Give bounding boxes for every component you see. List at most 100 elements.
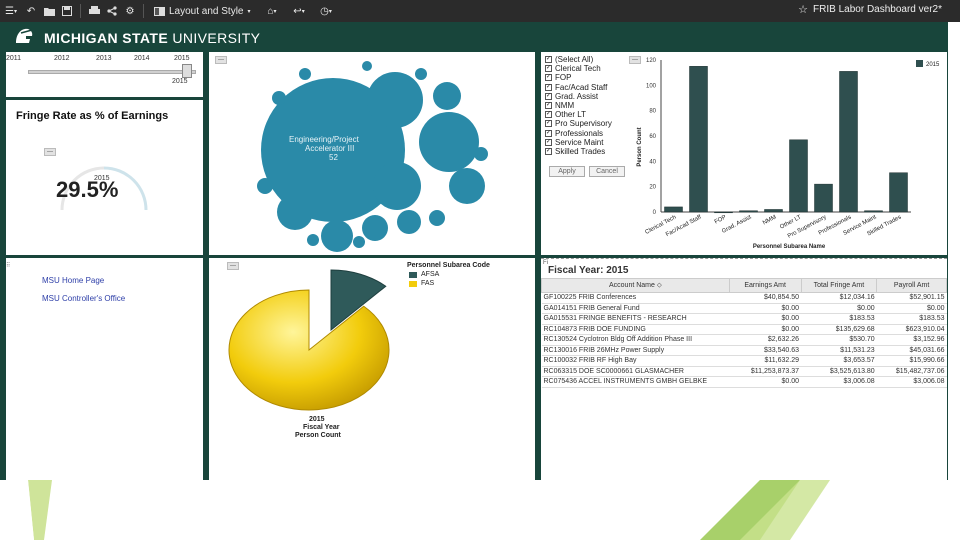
collapse-button[interactable]: — bbox=[227, 262, 239, 270]
table-row[interactable]: RC100032 FRIB RF High Bay $11,632.29 $3,65… bbox=[541, 355, 947, 367]
checkbox[interactable]: ✓ bbox=[545, 148, 552, 155]
bubble[interactable] bbox=[367, 72, 423, 128]
checkbox[interactable]: ✓ bbox=[545, 65, 552, 73]
cell-fringe: $0.00 bbox=[801, 303, 877, 314]
bar[interactable] bbox=[689, 66, 708, 213]
clock-icon[interactable]: ◷ ▾ bbox=[320, 5, 332, 17]
checkbox[interactable]: ✓ bbox=[545, 129, 552, 137]
bubble[interactable] bbox=[307, 234, 319, 246]
save-icon[interactable] bbox=[58, 0, 76, 22]
filter-option-label: (Select All) bbox=[555, 55, 594, 64]
pie-legend-fas: FAS bbox=[421, 280, 435, 287]
col-payroll[interactable]: Payroll Amt bbox=[876, 278, 947, 293]
bar[interactable] bbox=[814, 183, 833, 213]
bubble[interactable] bbox=[415, 68, 427, 80]
table-row[interactable]: GA014151 FRIB General Fund $0.00 $0.00 $0.0… bbox=[541, 303, 947, 314]
bubble-main-label: Engineering/Project bbox=[289, 135, 359, 144]
y-tick-label: 120 bbox=[646, 58, 657, 64]
bubble[interactable] bbox=[257, 178, 273, 194]
year-slider-handle[interactable] bbox=[182, 64, 192, 78]
filter-option[interactable]: ✓ Service Maint bbox=[545, 138, 603, 147]
collapse-button[interactable]: — bbox=[629, 56, 641, 64]
share-icon[interactable] bbox=[103, 0, 121, 22]
filter-option[interactable]: ✓ Clerical Tech bbox=[545, 64, 601, 73]
checkbox[interactable]: ✓ bbox=[545, 138, 552, 146]
bubble[interactable] bbox=[429, 210, 445, 226]
collapse-button[interactable]: — bbox=[215, 56, 227, 64]
checkbox[interactable]: ✓ bbox=[545, 120, 552, 128]
bubble[interactable] bbox=[272, 91, 286, 105]
bar[interactable] bbox=[789, 139, 808, 213]
bar[interactable] bbox=[839, 71, 858, 213]
filter-option[interactable]: ✓ Fac/Acad Staff bbox=[545, 83, 607, 92]
link-controllers-office[interactable]: MSU Controller's Office bbox=[42, 294, 126, 303]
table-row[interactable]: RC130016 FRIB 26MHz Power Supply $33,540.… bbox=[541, 345, 947, 356]
bar[interactable] bbox=[889, 172, 908, 213]
table-row[interactable]: GF100225 FRIB Conferences $40,854.50 $12,0… bbox=[541, 292, 947, 304]
bubble[interactable] bbox=[449, 168, 485, 204]
table-row[interactable]: GA015531 FRINGE BENEFITS - RESEARCH $0.00… bbox=[541, 313, 947, 325]
apply-button[interactable]: Apply bbox=[549, 166, 585, 177]
filter-option-label: Grad. Assist bbox=[555, 91, 599, 101]
col-fringe[interactable]: Total Fringe Amt bbox=[800, 278, 878, 293]
bubble[interactable] bbox=[362, 215, 388, 241]
settings-icon[interactable]: ⚙ bbox=[125, 5, 135, 17]
pie-slice-fas[interactable] bbox=[228, 289, 390, 411]
bar[interactable] bbox=[739, 210, 758, 213]
university-name[interactable]: MICHIGAN STATE UNIVERSITY bbox=[44, 30, 260, 46]
back-icon[interactable]: ↩ ▾ bbox=[293, 5, 305, 17]
filter-option[interactable]: ✓ Other LT bbox=[545, 110, 586, 119]
filter-option[interactable]: ✓ FOP bbox=[545, 73, 571, 82]
checkbox[interactable]: ✓ bbox=[545, 92, 552, 100]
table-row[interactable]: RC063315 DOE SC0000661 GLASMACHER $11,253… bbox=[541, 366, 947, 377]
bubble[interactable] bbox=[265, 134, 277, 146]
filter-option[interactable]: ✓ (Select All) bbox=[545, 55, 593, 64]
collapse-button[interactable]: — bbox=[44, 148, 56, 156]
cell-earnings: $0.00 bbox=[729, 313, 802, 325]
filter-option[interactable]: ✓ Skilled Trades bbox=[545, 147, 605, 156]
bubble[interactable] bbox=[373, 162, 421, 210]
layout-style-menu[interactable]: Layout and Style ▾ bbox=[148, 0, 258, 22]
bubble[interactable] bbox=[321, 220, 353, 252]
filter-option[interactable]: ✓ Grad. Assist bbox=[545, 92, 598, 101]
filter-option[interactable]: ✓ NMM bbox=[545, 101, 574, 110]
filter-option[interactable]: ✓ Pro Supervisory bbox=[545, 119, 612, 128]
table-row[interactable]: RC130524 Cyclotron Bldg Off Addition Pha… bbox=[541, 334, 947, 346]
bubble[interactable] bbox=[299, 68, 311, 80]
bubble[interactable] bbox=[362, 61, 372, 71]
home-icon[interactable]: ⌂ ▾ bbox=[267, 5, 277, 17]
pie-slice-afsa[interactable] bbox=[330, 269, 387, 332]
col-earnings[interactable]: Earnings Amt bbox=[728, 278, 802, 293]
checkbox[interactable]: ✓ bbox=[545, 56, 552, 63]
checkbox[interactable]: ✓ bbox=[545, 102, 552, 109]
folder-icon[interactable] bbox=[40, 0, 58, 22]
cancel-button[interactable]: Cancel bbox=[589, 166, 625, 177]
bar[interactable] bbox=[714, 211, 733, 214]
bubble[interactable] bbox=[397, 210, 421, 234]
bubble-engineering[interactable] bbox=[261, 78, 405, 222]
checkbox[interactable]: ✓ bbox=[545, 111, 552, 119]
bubble[interactable] bbox=[419, 112, 479, 172]
y-tick-label: 100 bbox=[646, 83, 657, 89]
bubble[interactable] bbox=[433, 82, 461, 110]
bubble[interactable] bbox=[277, 194, 313, 230]
undo-icon[interactable]: ↶ bbox=[26, 5, 36, 17]
year-slider-track[interactable] bbox=[28, 70, 196, 74]
col-account-name[interactable]: Account Name ⬦ bbox=[541, 278, 730, 293]
bar[interactable] bbox=[664, 206, 683, 213]
spartan-helmet-icon bbox=[16, 28, 33, 43]
link-msu-home[interactable]: MSU Home Page bbox=[42, 276, 105, 285]
bar[interactable] bbox=[764, 209, 783, 213]
checkbox[interactable]: ✓ bbox=[545, 74, 552, 82]
bubble[interactable] bbox=[474, 147, 488, 161]
table-row[interactable]: RC104873 FRIB DOE FUNDING $0.00 $135,629.6… bbox=[541, 324, 947, 335]
filter-option[interactable]: ✓ Professionals bbox=[545, 129, 603, 138]
print-icon[interactable] bbox=[85, 0, 103, 22]
bar[interactable] bbox=[864, 210, 883, 213]
bubble[interactable] bbox=[353, 236, 365, 248]
checkbox[interactable]: ✓ bbox=[545, 83, 552, 91]
university-name-bold: MICHIGAN STATE bbox=[44, 30, 169, 46]
table-row[interactable]: RC075436 ACCEL INSTRUMENTS GMBH GELBKE $0… bbox=[541, 376, 947, 388]
menu-icon[interactable]: ☰ ▾ bbox=[5, 5, 17, 17]
favorite-star-icon[interactable]: ☆ bbox=[798, 4, 808, 16]
